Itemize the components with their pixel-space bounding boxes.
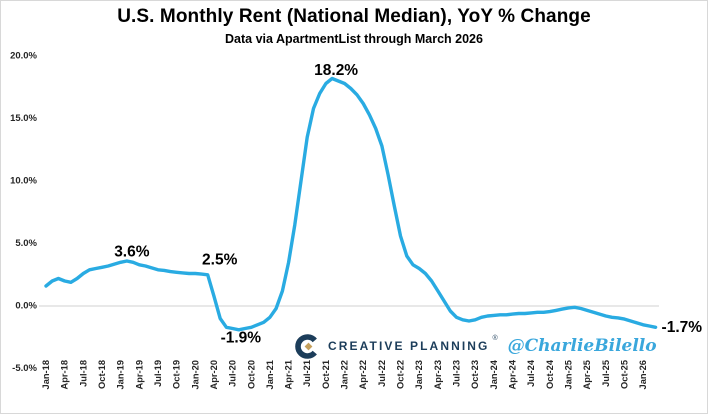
annotation-label: 18.2% [314,62,358,79]
rent-yoy-line [44,76,658,332]
x-axis-tick-label: Jan-26 [638,360,648,389]
annotation-label: 3.6% [114,244,150,261]
x-axis-tick-label: Oct-18 [97,360,107,389]
x-axis-tick-label: Jul-18 [78,360,88,387]
x-axis-tick-label: Jul-25 [601,360,611,387]
x-axis-tick-label: Oct-20 [246,360,256,389]
branding-row: CREATIVE PLANNING ® @CharlieBilello [294,331,657,361]
y-axis-tick-label: 5.0% [15,238,37,249]
twitter-handle: @CharlieBilello [507,336,657,356]
x-axis-tick-label: Jul-23 [452,360,462,387]
x-axis-tick-label: Oct-21 [321,360,331,389]
brand-name: CREATIVE PLANNING [328,339,490,353]
x-axis-tick-label: Oct-23 [470,360,480,389]
x-axis-tick-label: Apr-20 [209,360,219,389]
x-axis-tick-label: Jan-21 [265,360,275,389]
creative-planning-logo-icon [295,333,317,359]
x-axis-tick-label: Apr-23 [433,360,443,389]
x-axis-tick-label: Jan-20 [190,360,200,389]
x-axis-tick-label: Apr-24 [508,359,518,389]
trademark-symbol: ® [492,335,498,342]
x-axis-tick-label: Jul-19 [153,360,163,387]
x-axis-tick-label: Oct-19 [172,360,182,389]
x-axis-tick-label: Apr-21 [284,360,294,389]
x-axis-tick-label: Jan-18 [41,360,51,389]
x-axis-tick-label: Jan-23 [414,360,424,389]
x-axis-tick-label: Jul-20 [228,360,238,387]
x-axis-tick-label: Oct-25 [619,360,629,389]
x-axis-tick-label: Apr-22 [358,360,368,389]
y-axis-tick-label: -5.0% [12,363,37,374]
x-axis-tick-label: Jan-25 [563,360,573,389]
x-axis-tick-label: Jan-19 [116,360,126,389]
x-axis-tick-label: Jan-22 [340,360,350,389]
y-axis-tick-label: 20.0% [10,51,37,62]
annotation-label: -1.7% [662,319,703,336]
x-axis-tick-label: Jan-24 [489,359,499,389]
x-axis-tick-label: Oct-24 [545,359,555,389]
x-axis-tick-label: Apr-18 [60,360,70,389]
x-axis-tick-label: Oct-22 [396,360,406,389]
x-axis-tick-label: Apr-19 [134,360,144,389]
y-axis-tick-label: 15.0% [10,113,37,124]
x-axis-tick-label: Jul-22 [377,360,387,387]
x-axis-tick-label: Apr-25 [582,360,592,389]
x-axis-tick-label: Jul-24 [526,359,536,387]
annotation-label: -1.9% [221,329,262,346]
y-axis-tick-label: 10.0% [10,176,37,187]
annotation-label: 2.5% [202,251,238,268]
chart-title: U.S. Monthly Rent (National Median), YoY… [117,6,591,27]
y-axis-tick-label: 0.0% [15,301,37,312]
chart-subtitle: Data via ApartmentList through March 202… [225,32,483,46]
x-axis-tick-label: Jul-21 [302,360,312,387]
